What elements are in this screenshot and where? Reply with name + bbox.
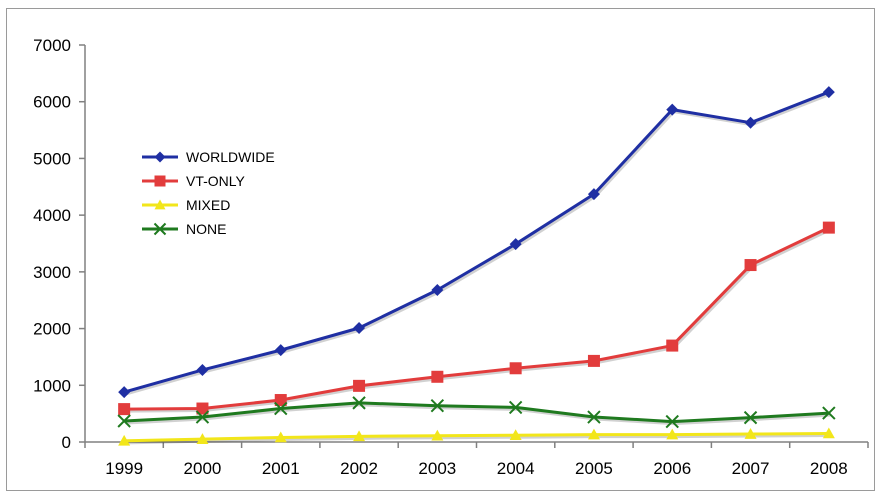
chart-frame bbox=[6, 8, 875, 491]
series-none bbox=[117, 396, 836, 429]
data-point-vt-only bbox=[744, 259, 757, 272]
data-point-worldwide bbox=[431, 284, 444, 297]
x-tick-label: 2003 bbox=[418, 459, 456, 478]
data-point-worldwide bbox=[822, 86, 835, 99]
x-tick-label: 2004 bbox=[497, 459, 535, 478]
x-marker-stroke bbox=[153, 222, 167, 236]
data-point-worldwide bbox=[274, 344, 287, 357]
legend-label: VT-ONLY bbox=[186, 173, 246, 189]
legend-label: WORLDWIDE bbox=[186, 149, 275, 165]
data-point-none bbox=[117, 414, 131, 428]
data-point-mixed bbox=[509, 429, 522, 440]
data-point-mixed bbox=[822, 427, 835, 439]
data-point-vt-only bbox=[274, 394, 287, 407]
x-marker-stroke bbox=[587, 410, 601, 424]
data-point-vt-only bbox=[196, 402, 209, 415]
data-point-mixed bbox=[274, 431, 287, 443]
legend-swatch-marker bbox=[154, 175, 166, 187]
data-point-none bbox=[274, 401, 288, 416]
x-marker-stroke bbox=[195, 410, 210, 424]
legend-entry-none: NONE bbox=[142, 221, 226, 237]
y-tick-label: 2000 bbox=[33, 320, 71, 339]
data-point-worldwide bbox=[587, 188, 600, 201]
y-tick-label: 7000 bbox=[33, 36, 71, 55]
data-point-worldwide bbox=[744, 116, 757, 129]
series-line-mixed bbox=[124, 431, 829, 443]
x-tick-label: 2000 bbox=[184, 459, 222, 478]
series-line-vt-only bbox=[124, 226, 830, 411]
x-tick-label: 2002 bbox=[340, 459, 378, 478]
data-point-worldwide bbox=[353, 322, 366, 335]
x-marker-stroke bbox=[508, 400, 523, 415]
data-point-none bbox=[743, 410, 758, 425]
legend-swatch-marker bbox=[154, 151, 166, 163]
series-shadow bbox=[125, 228, 831, 413]
data-point-mixed bbox=[118, 434, 131, 446]
data-point-vt-only bbox=[353, 379, 366, 392]
legend-entry-worldwide: WORLDWIDE bbox=[142, 149, 275, 165]
data-point-mixed bbox=[666, 428, 679, 440]
data-point-none bbox=[352, 396, 366, 410]
data-point-mixed bbox=[431, 429, 444, 441]
x-tick-label: 2007 bbox=[732, 459, 770, 478]
series-line-none bbox=[124, 401, 829, 424]
series-worldwide bbox=[118, 86, 835, 399]
data-point-mixed bbox=[587, 428, 600, 440]
legend-label: MIXED bbox=[186, 197, 230, 213]
data-point-none bbox=[587, 410, 601, 424]
legend-swatch-marker bbox=[153, 222, 167, 236]
data-point-vt-only bbox=[666, 339, 679, 352]
series-layer bbox=[117, 86, 836, 446]
series-mixed bbox=[118, 427, 835, 446]
x-tick-label: 2005 bbox=[575, 459, 613, 478]
y-tick-label: 5000 bbox=[33, 149, 71, 168]
legend-entry-mixed: MIXED bbox=[142, 197, 230, 213]
series-line-worldwide bbox=[123, 90, 830, 394]
x-marker-stroke bbox=[274, 401, 288, 416]
legend: WORLDWIDE VT-ONLY MIXED NONE bbox=[142, 149, 275, 237]
data-point-vt-only bbox=[509, 362, 522, 375]
x-axis-ticks: 1999 2000 2001 2002 2003 2004 2005 2006 2007 2008 bbox=[84, 442, 869, 478]
data-point-mixed bbox=[196, 433, 209, 444]
x-marker-stroke bbox=[665, 414, 679, 429]
legend-entry-vt-only: VT-ONLY bbox=[142, 173, 246, 189]
data-point-worldwide bbox=[196, 363, 209, 376]
series-vt-only bbox=[118, 221, 835, 416]
x-marker-stroke bbox=[352, 396, 366, 410]
series-shadow bbox=[125, 433, 831, 445]
x-tick-label: 2008 bbox=[810, 459, 848, 478]
legend-swatch-marker bbox=[154, 199, 166, 210]
x-tick-label: 2006 bbox=[653, 459, 691, 478]
y-tick-label: 3000 bbox=[33, 263, 71, 282]
data-point-vt-only bbox=[118, 403, 131, 416]
series-shadow bbox=[125, 403, 831, 426]
data-point-none bbox=[430, 398, 445, 413]
x-marker-stroke bbox=[822, 406, 836, 420]
y-tick-label: 0 bbox=[62, 433, 71, 452]
data-point-vt-only bbox=[431, 370, 444, 383]
x-tick-label: 2001 bbox=[262, 459, 300, 478]
data-point-worldwide bbox=[509, 238, 522, 251]
y-tick-label: 1000 bbox=[33, 376, 71, 395]
legend-label: NONE bbox=[186, 221, 226, 237]
x-tick-label: 1999 bbox=[105, 459, 143, 478]
y-axis-ticks: 0 1000 2000 3000 4000 5000 6000 7000 bbox=[33, 36, 85, 452]
data-point-worldwide bbox=[666, 103, 679, 116]
data-point-none bbox=[508, 400, 523, 415]
y-tick-label: 4000 bbox=[33, 206, 71, 225]
data-point-none bbox=[195, 410, 210, 424]
data-point-none bbox=[822, 406, 836, 420]
x-marker-stroke bbox=[117, 414, 131, 428]
data-point-worldwide bbox=[118, 386, 131, 399]
x-marker-stroke bbox=[430, 398, 445, 413]
data-point-mixed bbox=[353, 430, 366, 442]
data-point-vt-only bbox=[822, 221, 835, 234]
data-point-mixed bbox=[744, 428, 757, 439]
y-tick-label: 6000 bbox=[33, 93, 71, 112]
x-marker-stroke bbox=[743, 410, 758, 425]
data-point-none bbox=[665, 414, 679, 429]
series-shadow bbox=[125, 92, 831, 396]
data-point-vt-only bbox=[587, 354, 600, 367]
